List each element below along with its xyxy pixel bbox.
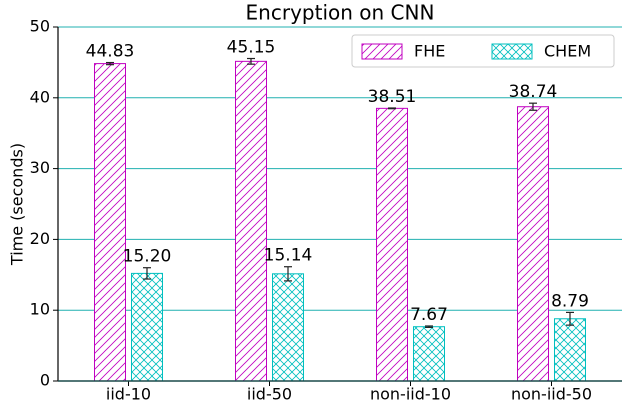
- chart-title: Encryption on CNN: [246, 1, 435, 25]
- legend-swatch: [361, 43, 403, 60]
- error-bar: [425, 325, 433, 329]
- x-tick-label: iid-10: [106, 385, 151, 404]
- x-tick-label: iid-50: [247, 385, 292, 404]
- data-label: 15.20: [123, 247, 172, 267]
- bar: [235, 60, 267, 382]
- bar: [376, 107, 408, 382]
- bar: [272, 273, 304, 382]
- y-axis-label: Time (seconds): [8, 143, 27, 266]
- bar: [554, 318, 586, 382]
- data-label: 7.67: [410, 305, 448, 325]
- legend-swatch: [491, 43, 533, 60]
- x-tick-label: non-iid-50: [511, 385, 592, 404]
- legend: FHE CHEM: [351, 34, 615, 68]
- data-label: 45.15: [227, 38, 276, 58]
- data-label: 44.83: [86, 42, 135, 62]
- y-tick-label: 50: [30, 17, 50, 36]
- data-label: 15.14: [264, 246, 313, 266]
- bar: [413, 326, 445, 382]
- x-tick-label: non-iid-10: [370, 385, 451, 404]
- data-label: 38.74: [509, 82, 558, 102]
- legend-box: [351, 34, 615, 68]
- legend-label: FHE: [414, 42, 445, 61]
- bar: [94, 63, 126, 382]
- data-label: 38.51: [368, 87, 417, 107]
- data-label: 8.79: [551, 291, 589, 311]
- y-tick-label: 0: [40, 371, 50, 390]
- y-tick-label: 20: [30, 229, 50, 248]
- y-tick-label: 30: [30, 158, 50, 177]
- y-tick-label: 40: [30, 87, 50, 106]
- error-bar: [388, 107, 396, 110]
- legend-label: CHEM: [544, 42, 591, 61]
- error-bar: [529, 102, 537, 111]
- error-bar: [284, 266, 292, 282]
- error-bar: [566, 311, 574, 326]
- error-bar: [143, 267, 151, 280]
- error-bar: [247, 57, 255, 65]
- bar: [131, 272, 163, 382]
- error-bar: [106, 61, 114, 66]
- bar: [517, 106, 549, 382]
- y-tick-label: 10: [30, 300, 50, 319]
